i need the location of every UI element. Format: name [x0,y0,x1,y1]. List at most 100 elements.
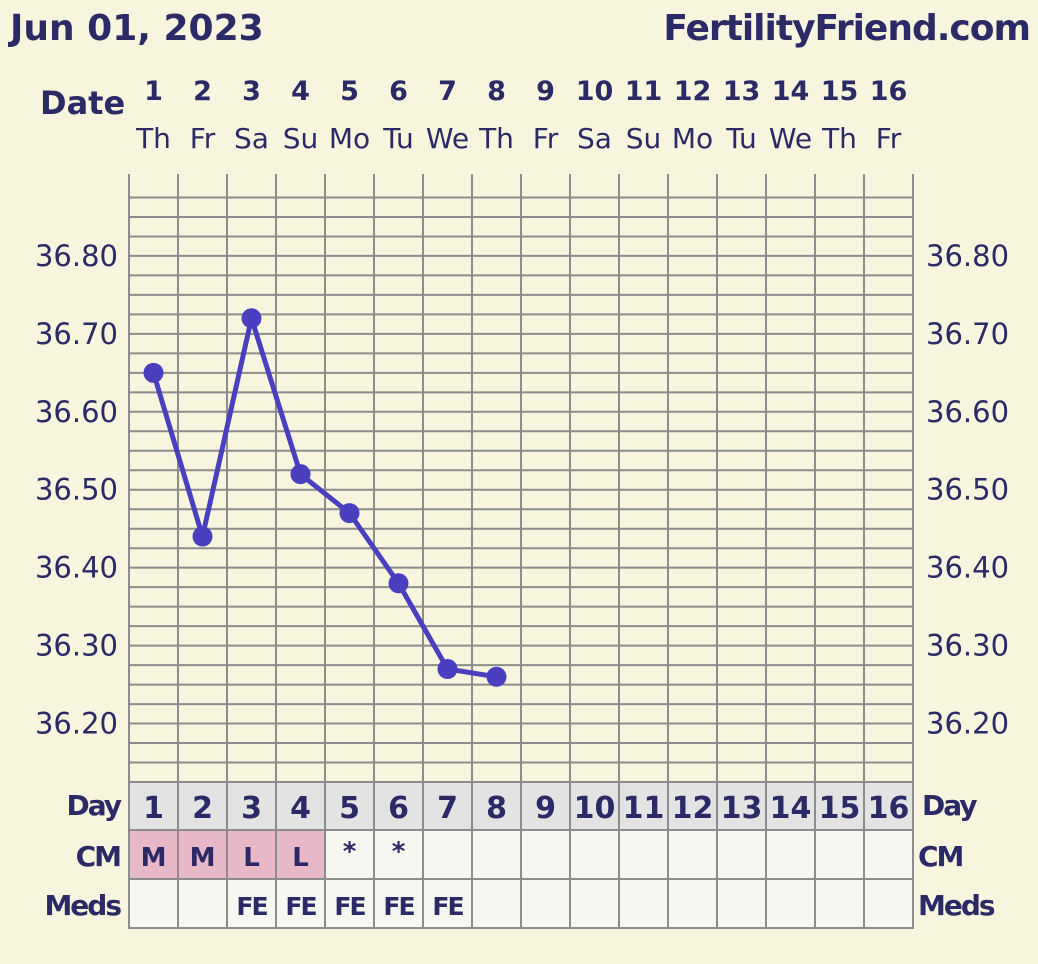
cm-value: * [392,837,406,867]
cm-cell [716,829,767,880]
date-row-label: Date [40,84,125,122]
date-number: 10 [576,76,614,107]
meds-cell [128,878,179,929]
day-number: 6 [388,791,409,826]
y-tick-label-left: 36.40 [35,551,118,585]
temperature-point [388,573,409,594]
y-tick-label-left: 36.20 [35,707,118,741]
cycle-table: 1 2 3 4 5 6 7 8 9 10 11 12 13 14 15 16M M L L * *FE FE FE FE FE [128,781,914,929]
meds-cell [275,878,326,929]
y-axis-right: 36.80 36.70 36.60 36.50 36.40 36.30 36.20 [926,239,1009,741]
meds-cell [667,878,718,929]
day-cell [716,781,767,831]
date-number: 1 [144,76,163,107]
cm-cell [569,829,620,880]
site-name: FertilityFriend.com [663,8,1030,49]
day-number: 16 [868,791,910,826]
y-tick-label-left: 36.70 [35,317,118,351]
day-number: 13 [721,791,763,826]
cm-cell [667,829,718,880]
day-number: 15 [819,791,861,826]
meds-cell [814,878,865,929]
y-tick-label-left: 36.50 [35,473,118,507]
cm-cell [373,829,424,880]
meds-cell [324,878,375,929]
cm-cell [618,829,669,880]
meds-row-label-left: Meds [44,889,121,922]
y-tick-label-right: 36.20 [926,707,1009,741]
temperature-point [241,308,262,329]
cm-value: * [343,837,357,867]
meds-cell [471,878,522,929]
day-number: 2 [192,791,213,826]
cm-cell [814,829,865,880]
day-number: 5 [339,791,360,826]
date-number: 4 [291,76,310,107]
weekday-label: Sa [577,122,612,155]
day-cell [324,781,375,831]
meds-value: FE [432,892,463,921]
temperature-point [290,464,311,485]
y-axis-left: 36.80 36.70 36.60 36.50 36.40 36.30 36.20 [35,239,118,741]
cm-cell [863,829,914,880]
weekday-label: Fr [190,122,216,155]
temperature-line [151,315,497,680]
weekday-label: Tu [725,122,757,155]
date-number: 3 [242,76,261,107]
meds-value: FE [383,892,414,921]
meds-cell [863,878,914,929]
cm-row-label-left: CM [76,840,121,873]
weekday-label: Tu [382,122,414,155]
weekday-label: We [426,122,469,155]
date-number: 5 [340,76,359,107]
date-number: 6 [389,76,408,107]
y-tick-label-left: 36.60 [35,395,118,429]
day-cell [128,781,179,831]
y-tick-label-right: 36.50 [926,473,1009,507]
weekday-label: Th [135,122,171,155]
y-tick-label-right: 36.80 [926,239,1009,273]
day-row-label-left: Day [66,789,121,822]
y-tick-label-right: 36.60 [926,395,1009,429]
day-row-label-right: Day [922,789,977,822]
meds-value: FE [334,892,365,921]
weekday-label: Su [283,122,319,155]
date-number: 13 [723,76,761,107]
cm-cell [226,829,277,880]
day-number: 1 [143,791,164,826]
weekday-label: Fr [533,122,559,155]
y-tick-label-left: 36.30 [35,629,118,663]
y-tick-label-right: 36.70 [926,317,1009,351]
weekday-label: We [769,122,812,155]
meds-cell [765,878,816,929]
y-tick-label-left: 36.80 [35,239,118,273]
meds-row-label-right: Meds [918,889,995,922]
weekday-label: Sa [234,122,269,155]
weekday-label: Fr [876,122,902,155]
temperature-point [437,658,458,679]
day-cell [373,781,424,831]
day-number: 3 [241,791,262,826]
meds-cell [569,878,620,929]
weekday-label: Mo [329,122,370,155]
weekday-label: Th [478,122,514,155]
day-cell [667,781,718,831]
weekday-label: Su [626,122,662,155]
date-number: 12 [674,76,712,107]
cm-cell [765,829,816,880]
day-cell [422,781,473,831]
cm-cell [520,829,571,880]
day-number: 10 [574,791,616,826]
cm-value: M [190,843,216,873]
cm-value: L [292,843,309,873]
weekday-label: Mo [672,122,713,155]
y-tick-label-right: 36.40 [926,551,1009,585]
day-number: 9 [535,791,556,826]
date-number: 15 [821,76,859,107]
meds-cell [520,878,571,929]
day-cell [177,781,228,831]
chart-grid [128,174,914,782]
meds-cell [618,878,669,929]
